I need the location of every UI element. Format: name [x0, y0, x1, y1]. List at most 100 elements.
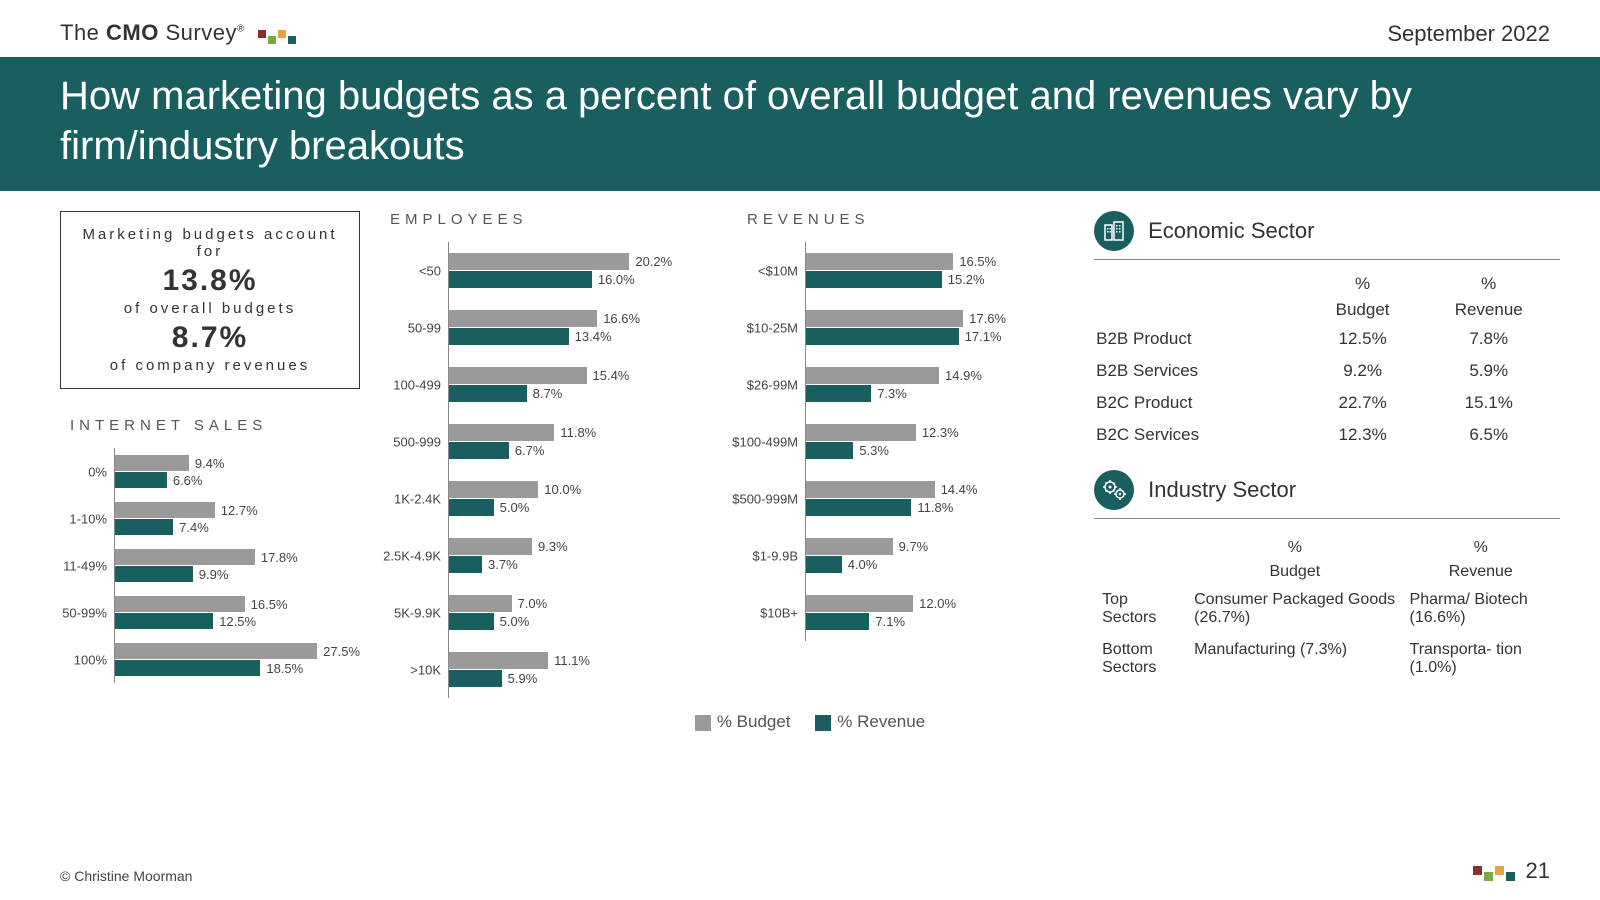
- bar-group: <$10M16.5%15.2%: [806, 242, 1064, 299]
- bar-value: 14.9%: [945, 368, 982, 383]
- ind-col2-1: %: [1404, 537, 1558, 559]
- bar: [115, 643, 317, 659]
- bar: [449, 424, 554, 441]
- col-right: Economic Sector % % Budget Revenue B2B P…: [1084, 211, 1560, 698]
- bar-row: 11.8%: [806, 499, 1064, 516]
- ind-col1-1: %: [1188, 537, 1401, 559]
- bar-value: 27.5%: [323, 644, 360, 659]
- ind-top-budget: Consumer Packaged Goods (26.7%): [1188, 585, 1401, 633]
- table-cell: B2B Services: [1096, 356, 1306, 386]
- hbar-chart-isales: 0%9.4%6.6%1-10%12.7%7.4%11-49%17.8%9.9%5…: [114, 448, 360, 683]
- bar: [806, 613, 869, 630]
- bar: [806, 424, 916, 441]
- bar-value: 7.0%: [518, 596, 548, 611]
- title-bar: How marketing budgets as a percent of ov…: [0, 57, 1600, 191]
- bar-group: 50-99%16.5%12.5%: [115, 589, 360, 636]
- bar-row: 12.3%: [806, 424, 1064, 441]
- bar-group: 100%27.5%18.5%: [115, 636, 360, 683]
- table-row: B2C Services12.3%6.5%: [1096, 420, 1558, 450]
- bar-row: 15.2%: [806, 271, 1064, 288]
- bar: [449, 652, 548, 669]
- bar-row: 5.3%: [806, 442, 1064, 459]
- bar-cat-label: 50-99: [408, 320, 449, 335]
- bar-group: 0%9.4%6.6%: [115, 448, 360, 495]
- econ-col2-2: Revenue: [1419, 298, 1558, 322]
- bar-value: 12.7%: [221, 503, 258, 518]
- bar-row: 27.5%: [115, 643, 360, 659]
- ind-table: % % Budget Revenue Top Sectors Consumer …: [1094, 535, 1560, 685]
- logo-dots: [257, 21, 297, 47]
- bar-row: 7.4%: [115, 519, 360, 535]
- bar-cat-label: 500-999: [393, 434, 449, 449]
- bar-cat-label: 11-49%: [63, 558, 115, 573]
- bar: [449, 253, 629, 270]
- bar-row: 12.0%: [806, 595, 1064, 612]
- bar-value: 12.5%: [219, 614, 256, 629]
- bar-value: 3.7%: [488, 557, 518, 572]
- bar-row: 6.6%: [115, 472, 360, 488]
- logo-bold: CMO: [106, 20, 165, 45]
- bar-value: 8.7%: [533, 386, 563, 401]
- header: The CMO Survey® September 2022: [0, 0, 1600, 57]
- bar-value: 5.0%: [500, 500, 530, 515]
- bar-row: 12.7%: [115, 502, 360, 518]
- bar-cat-label: $10-25M: [747, 320, 806, 335]
- bar-row: 7.0%: [449, 595, 717, 612]
- gear-icon: [1094, 470, 1134, 510]
- bar: [806, 385, 871, 402]
- bar-row: 7.1%: [806, 613, 1064, 630]
- table-row: B2B Services9.2%5.9%: [1096, 356, 1558, 386]
- bar-row: 16.5%: [115, 596, 360, 612]
- bar-cat-label: <$10M: [758, 263, 806, 278]
- bar-group: 2.5K-4.9K9.3%3.7%: [449, 527, 717, 584]
- table-cell: 12.5%: [1308, 324, 1418, 354]
- bar-value: 7.1%: [875, 614, 905, 629]
- bar: [806, 367, 939, 384]
- stat-line2: of overall budgets: [71, 300, 349, 317]
- table-cell: 22.7%: [1308, 388, 1418, 418]
- bar-row: 9.3%: [449, 538, 717, 555]
- chart-title-rev: REVENUES: [737, 211, 1064, 228]
- econ-col2-1: %: [1419, 272, 1558, 296]
- bar-row: 17.8%: [115, 549, 360, 565]
- content: Marketing budgets account for 13.8% of o…: [0, 191, 1600, 698]
- logo: The CMO Survey®: [60, 20, 297, 47]
- bar-row: 5.9%: [449, 670, 717, 687]
- logo-pre: The: [60, 20, 106, 45]
- bar-row: 10.0%: [449, 481, 717, 498]
- legend: % Budget % Revenue: [0, 712, 1600, 732]
- bar-cat-label: 50-99%: [62, 605, 115, 620]
- ind-top-label: Top Sectors: [1096, 585, 1186, 633]
- bar: [806, 253, 953, 270]
- table-cell: B2C Services: [1096, 420, 1306, 450]
- bar-value: 16.0%: [598, 272, 635, 287]
- legend-revenue: % Revenue: [837, 712, 925, 731]
- bar: [806, 499, 911, 516]
- ind-bottom-revenue: Transporta- tion (1.0%): [1404, 635, 1558, 683]
- bar-cat-label: 2.5K-4.9K: [383, 548, 449, 563]
- col-left: Marketing budgets account for 13.8% of o…: [60, 211, 360, 698]
- bar-cat-label: 5K-9.9K: [394, 605, 449, 620]
- bar-cat-label: $26-99M: [747, 377, 806, 392]
- bar-value: 16.6%: [603, 311, 640, 326]
- bar: [806, 595, 913, 612]
- legend-budget: % Budget: [717, 712, 791, 731]
- bar-group: 5K-9.9K7.0%5.0%: [449, 584, 717, 641]
- bar-cat-label: $100-499M: [732, 434, 806, 449]
- bar-group: $500-999M14.4%11.8%: [806, 470, 1064, 527]
- bar-value: 13.4%: [575, 329, 612, 344]
- stat-big1: 13.8%: [71, 264, 349, 298]
- stat-line1: Marketing budgets account for: [71, 226, 349, 260]
- bar: [806, 310, 963, 327]
- chart-title-emp: EMPLOYEES: [380, 211, 717, 228]
- econ-col1-1: %: [1308, 272, 1418, 296]
- hbar-chart-rev: <$10M16.5%15.2%$10-25M17.6%17.1%$26-99M1…: [805, 242, 1064, 641]
- bar-value: 10.0%: [544, 482, 581, 497]
- bar: [449, 442, 509, 459]
- bar: [449, 310, 597, 327]
- bar-value: 9.3%: [538, 539, 568, 554]
- page-number-wrap: 21: [1472, 858, 1550, 884]
- bar: [115, 549, 255, 565]
- bar-row: 15.4%: [449, 367, 717, 384]
- bar-value: 16.5%: [251, 597, 288, 612]
